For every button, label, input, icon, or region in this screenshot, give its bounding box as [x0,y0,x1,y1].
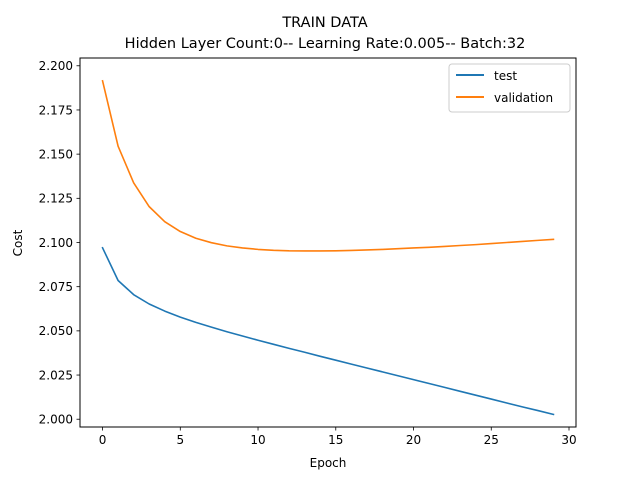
x-tick-label: 25 [484,433,499,447]
y-axis-label: Cost [11,229,25,256]
y-tick-label: 2.025 [39,368,73,382]
x-tick-label: 0 [99,433,107,447]
x-tick-label: 15 [328,433,343,447]
y-tick-label: 2.000 [39,413,73,427]
x-tick-label: 5 [176,433,184,447]
x-tick-label: 20 [406,433,421,447]
y-tick-label: 2.125 [39,192,73,206]
x-axis: 0 5 10 15 20 25 30 [99,427,577,447]
y-tick-label: 2.150 [39,147,73,161]
y-tick-label: 2.100 [39,236,73,250]
legend-label-test: test [494,69,517,83]
legend-label-validation: validation [494,91,553,105]
y-tick-label: 2.175 [39,103,73,117]
x-axis-label: Epoch [310,456,347,470]
series-line-validation [101,79,555,252]
series-line-test [101,246,555,416]
y-tick-label: 2.050 [39,324,73,338]
chart-subtitle: Hidden Layer Count:0-- Learning Rate:0.0… [125,36,526,52]
chart-title: TRAIN DATA [281,15,367,31]
y-axis: 2.000 2.025 2.050 2.075 2.100 2.125 2.150 2.175… [39,59,80,427]
y-tick-label: 2.075 [39,280,73,294]
legend: test validation [448,63,571,113]
series-layer [101,79,555,416]
x-tick-label: 30 [561,433,576,447]
x-tick-label: 10 [250,433,265,447]
y-tick-label: 2.200 [39,59,73,73]
